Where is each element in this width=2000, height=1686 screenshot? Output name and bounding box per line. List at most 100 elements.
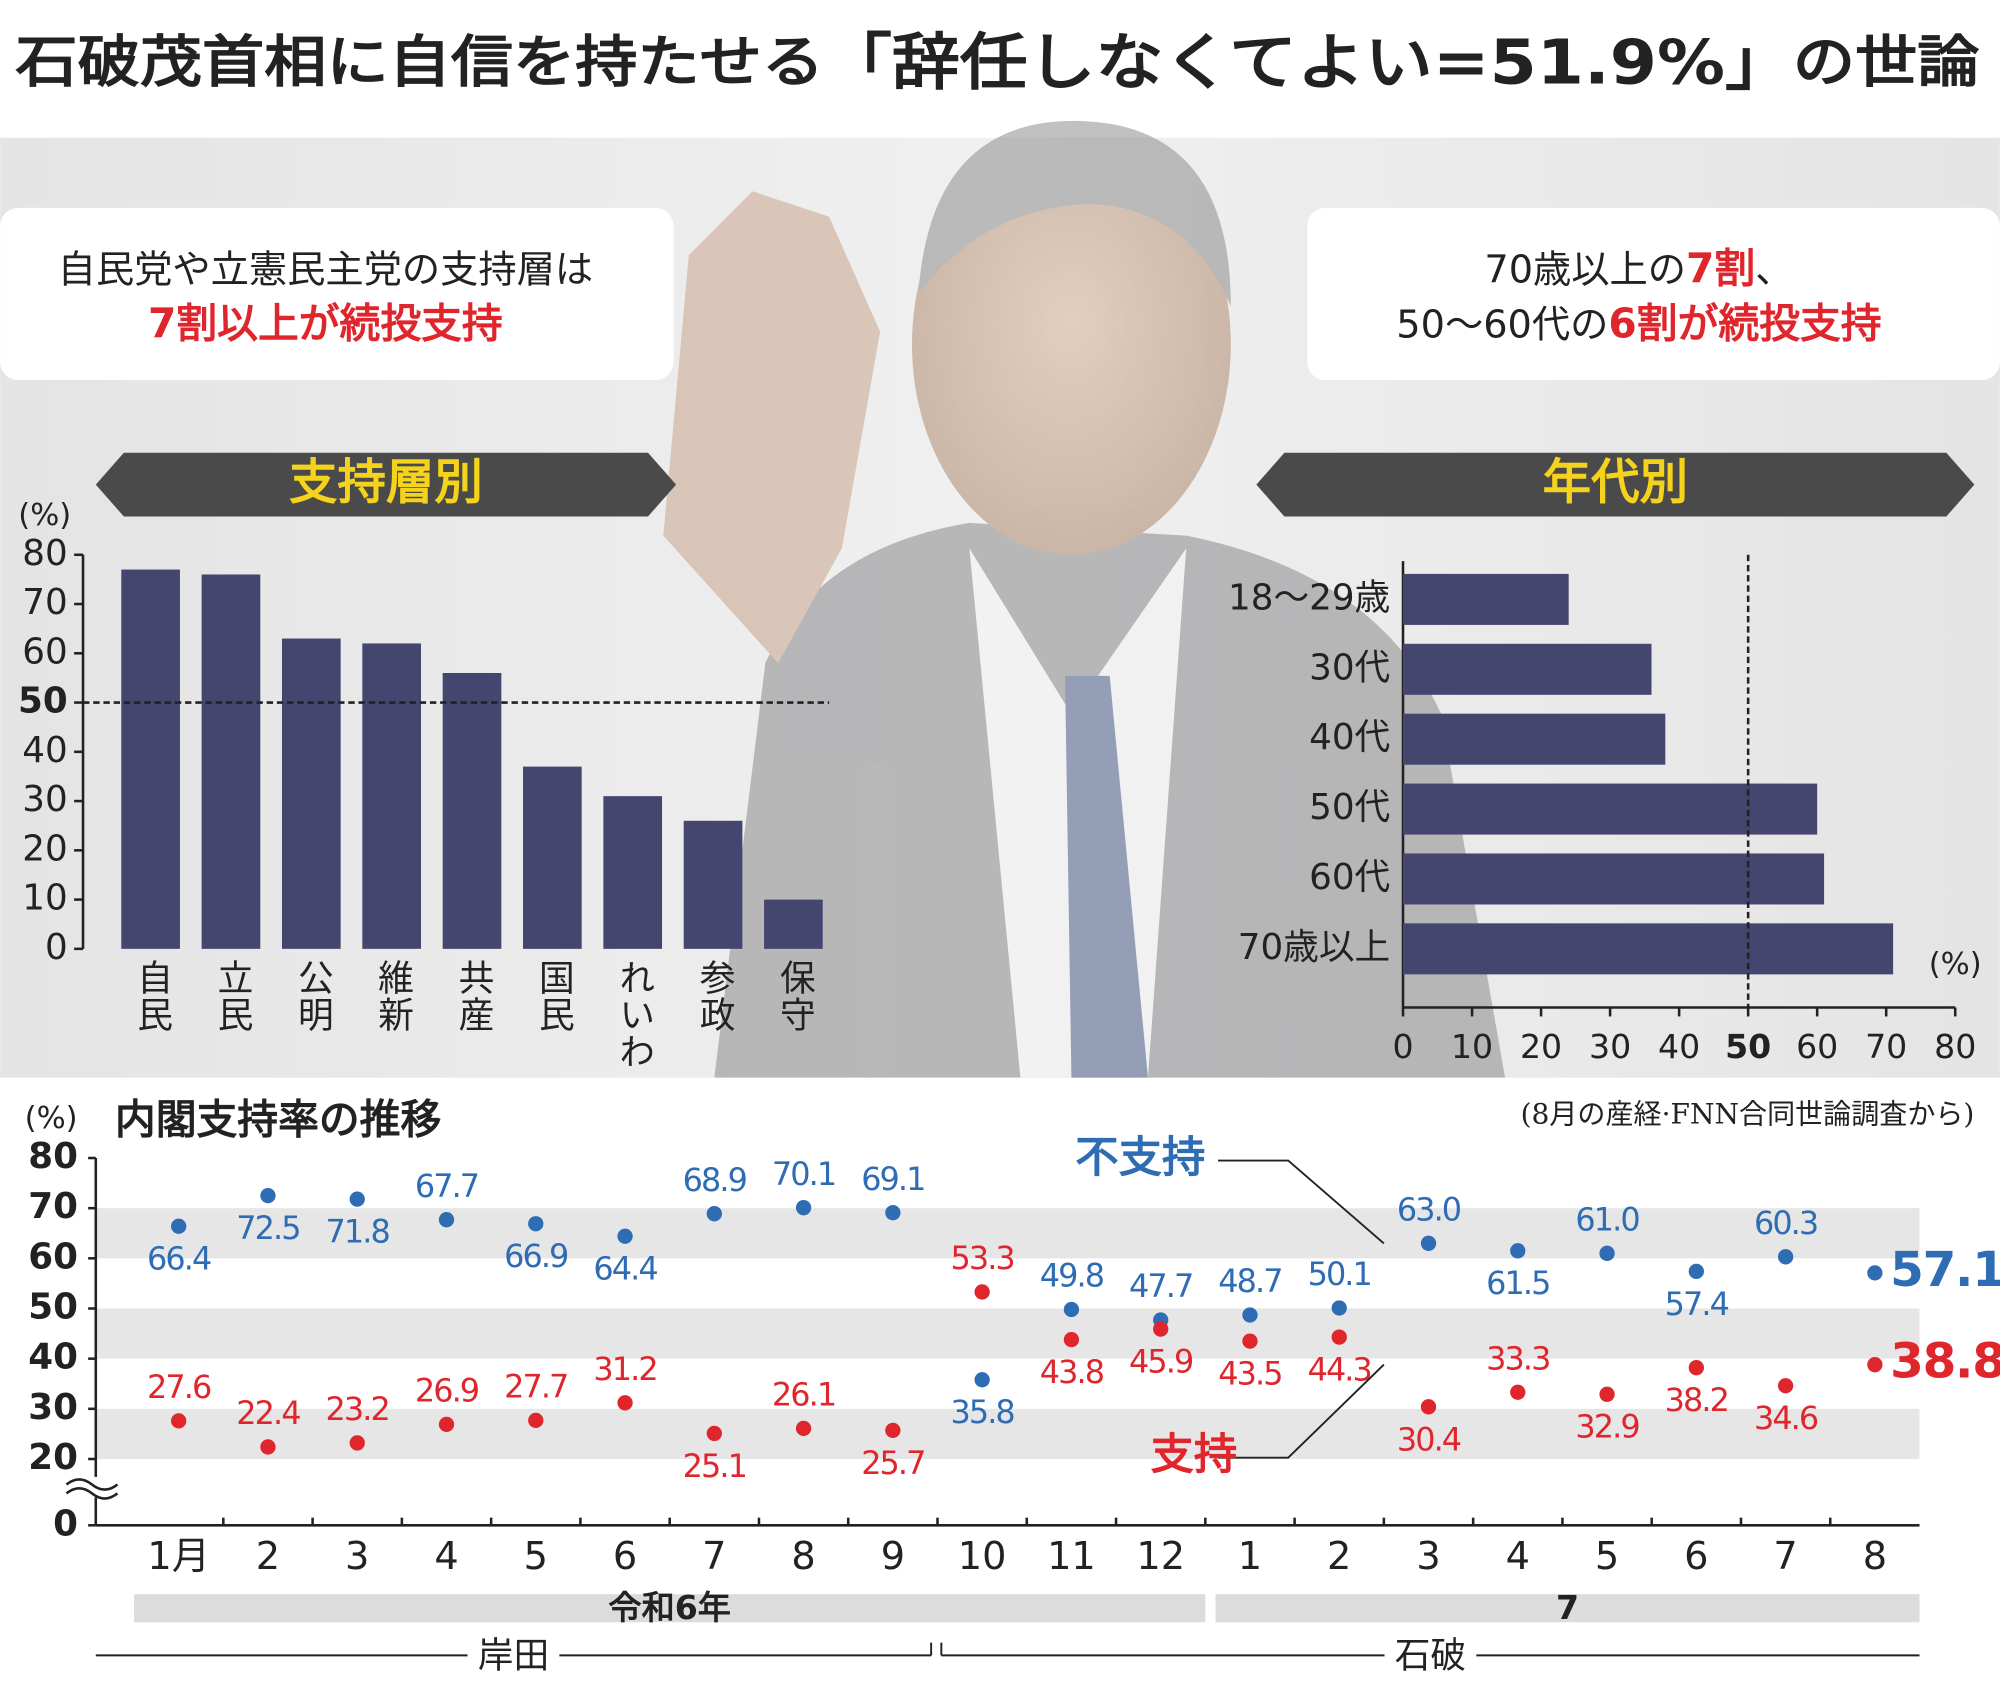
y-tick-label: 80 (28, 1136, 78, 1177)
data-point (1510, 1384, 1526, 1400)
x-tick-label: 保守 (774, 959, 815, 1033)
bar (362, 643, 421, 949)
series-name: 支持 (1150, 1430, 1237, 1480)
data-point (1599, 1386, 1615, 1402)
x-tick-label: 2 (256, 1534, 280, 1579)
data-point (1777, 1249, 1794, 1265)
value-label: 35.8 (950, 1393, 1014, 1431)
data-point (1063, 1331, 1080, 1348)
data-point (349, 1191, 365, 1207)
value-label: 44.3 (1308, 1351, 1371, 1389)
cabinet-label: 岸田 (478, 1635, 549, 1676)
bar (1403, 783, 1818, 835)
x-tick-label: 6 (613, 1534, 637, 1579)
value-label: 31.2 (593, 1350, 656, 1388)
y-axis-label: (%) (25, 1101, 78, 1136)
callout-text: 6割が続投支持 (1608, 299, 1881, 347)
callout-text: 自民党や立憲民主党の支持層は (58, 247, 594, 292)
data-point (1331, 1329, 1347, 1345)
callout-line: 70歳以上の7割、 (1484, 245, 1793, 293)
callout-text: 7割以上が続投支持 (148, 299, 503, 347)
bar (764, 899, 823, 949)
x-tick-label: 10 (958, 1534, 1007, 1579)
data-point (1867, 1265, 1883, 1281)
banner (95, 452, 677, 517)
data-point (1331, 1300, 1347, 1316)
value-label: 49.8 (1040, 1257, 1104, 1295)
value-label: 43.5 (1218, 1355, 1281, 1393)
end-value-label: 57.1 (1890, 1242, 2000, 1298)
value-label: 60.3 (1754, 1204, 1817, 1242)
data-point (1242, 1307, 1258, 1323)
data-point (260, 1439, 276, 1455)
period-label: 令和6年 (608, 1588, 730, 1627)
value-label: 26.9 (415, 1371, 479, 1409)
data-point (1510, 1243, 1526, 1259)
callout-text: 、 (1755, 247, 1793, 292)
data-point (974, 1372, 990, 1388)
data-point (171, 1218, 187, 1234)
value-label: 23.2 (326, 1390, 389, 1428)
x-tick-label: 4 (1506, 1534, 1530, 1579)
value-label: 25.1 (683, 1447, 746, 1485)
y-tick-label: 40代 (1309, 717, 1390, 758)
bar (201, 574, 261, 949)
x-tick-label: 50 (1725, 1027, 1771, 1066)
x-tick-label: れいわ (614, 959, 655, 1070)
chart-title: 内閣支持率の推移 (115, 1095, 442, 1143)
bar (1403, 713, 1666, 765)
y-tick-label: 30 (22, 779, 67, 820)
value-label: 68.9 (683, 1161, 747, 1199)
x-tick-label: 7 (1773, 1534, 1797, 1579)
value-label: 50.1 (1308, 1255, 1371, 1293)
bar (442, 672, 502, 949)
callout-text: 7割 (1686, 245, 1755, 293)
x-tick-label: 8 (791, 1534, 815, 1579)
x-tick-label: 9 (881, 1534, 905, 1579)
x-tick-label: 公明 (292, 959, 333, 1033)
y-tick-label: 18〜29歳 (1228, 577, 1390, 618)
x-tick-label: 12 (1136, 1534, 1185, 1579)
x-tick-label: 1月 (147, 1534, 210, 1579)
data-point (438, 1212, 455, 1228)
value-label: 61.5 (1486, 1264, 1549, 1302)
photo-figure (663, 120, 1506, 1078)
x-tick-label: 参政 (694, 959, 735, 1033)
y-tick-label: 10 (22, 878, 67, 919)
x-tick-label: 40 (1658, 1027, 1700, 1066)
value-label: 27.7 (504, 1367, 567, 1405)
data-point (1063, 1301, 1080, 1318)
data-point (349, 1435, 365, 1451)
data-point (1688, 1263, 1704, 1280)
callout-line: 7割以上が続投支持 (148, 299, 503, 347)
x-tick-label: 3 (345, 1534, 369, 1579)
data-point (1688, 1360, 1704, 1376)
y-tick-label: 40 (28, 1337, 78, 1378)
value-label: 38.2 (1665, 1381, 1728, 1419)
cabinet-label-bg (1384, 1637, 1477, 1674)
bar (1403, 853, 1825, 905)
y-tick-label: 50 (18, 681, 68, 722)
x-tick-label: 30 (1589, 1027, 1631, 1066)
data-point (1242, 1333, 1258, 1349)
x-tick-label: 立民 (212, 959, 253, 1033)
value-label: 48.7 (1218, 1262, 1281, 1300)
x-tick-label: 80 (1934, 1027, 1976, 1066)
y-tick-label: 30代 (1309, 647, 1390, 688)
data-point (260, 1187, 276, 1204)
x-tick-label: 5 (1595, 1534, 1619, 1579)
data-point (1420, 1399, 1437, 1415)
data-point (706, 1206, 722, 1222)
bar (603, 796, 663, 949)
x-tick-label: 6 (1684, 1534, 1708, 1579)
cabinet-label-bg (467, 1637, 560, 1674)
value-label: 63.0 (1397, 1190, 1461, 1228)
data-point (706, 1425, 722, 1442)
value-label: 33.3 (1486, 1339, 1549, 1377)
y-tick-label: 70 (28, 1186, 78, 1227)
headline-part: の世論 (1793, 29, 1980, 95)
y-axis-label: (%) (18, 498, 71, 533)
value-label: 53.3 (950, 1239, 1013, 1277)
data-point (1777, 1378, 1794, 1394)
